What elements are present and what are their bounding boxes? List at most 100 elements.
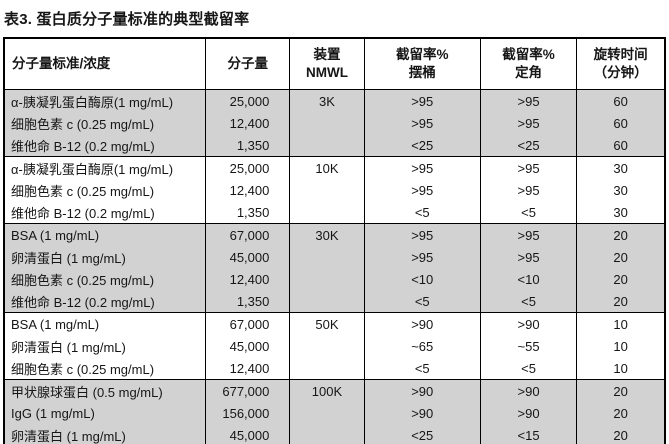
swing-bucket-retention-cell: >95 <box>363 156 481 179</box>
fixed-angle-retention-cell: <5 <box>479 357 577 380</box>
fixed-angle-retention-cell: >95 <box>479 89 577 112</box>
swing-bucket-retention-cell: <10 <box>363 268 481 290</box>
nmwl-cell: 3K <box>289 89 365 112</box>
retention-rate-table: 分子量标准/浓度 分子量 装置 NMWL 截留率% 摆桶 截留率% 定角 <box>3 37 666 444</box>
swing-bucket-retention-cell: <25 <box>363 424 481 444</box>
standard-cell: 卵清蛋白 (1 mg/mL) <box>11 339 126 355</box>
standard-cell: 卵清蛋白 (1 mg/mL) <box>4 246 206 268</box>
col-header-molecular-weight: 分子量 <box>205 38 290 90</box>
standard-cell: 维他命 B-12 (0.2 mg/mL) <box>4 290 206 313</box>
molecular-weight-cell: 1,350 <box>205 201 290 224</box>
molecular-weight-cell: 1,350 <box>205 134 290 157</box>
spin-time-cell: 10 <box>576 335 665 357</box>
fixed-angle-retention-cell: <25 <box>479 134 577 157</box>
fixed-angle-retention-cell: <10 <box>479 268 577 290</box>
molecular-weight-cell: 67,000 <box>205 312 290 335</box>
swing-bucket-retention-cell: >95 <box>363 179 481 201</box>
swing-bucket-retention-cell: >95 <box>363 223 481 246</box>
standard-cell: BSA (1 mg/mL) <box>4 223 206 246</box>
table-row: 维他命 B-12 (0.2 mg/mL) 1,350 <5 <5 20 <box>4 290 665 313</box>
table-row: BSA (1 mg/mL) 67,000 30K >95 >95 20 <box>4 223 665 246</box>
col-header-retention-swinging-bucket: 截留率% 摆桶 <box>363 38 481 90</box>
fixed-angle-retention-cell: >90 <box>479 402 577 424</box>
fixed-angle-retention-cell: >95 <box>479 156 577 179</box>
standard-cell: BSA (1 mg/mL) <box>4 312 206 335</box>
swing-bucket-retention-cell: >90 <box>363 379 481 402</box>
swing-bucket-retention-cell: >90 <box>363 312 481 335</box>
swing-bucket-retention-cell: <25 <box>363 134 481 157</box>
spin-time-cell: 20 <box>576 402 665 424</box>
standard-cell: 细胞色素 c (0.25 mg/mL) <box>4 112 206 134</box>
table-row: 细胞色素 c (0.25 mg/mL) 12,400 >95 >95 60 <box>4 112 665 134</box>
spin-time-cell: 10 <box>576 312 665 335</box>
col-header-retention-fixed-angle: 截留率% 定角 <box>479 38 577 90</box>
molecular-weight-cell: 12,400 <box>205 179 290 201</box>
table-row: BSA (1 mg/mL) 67,000 50K >90 >90 10 <box>4 312 665 335</box>
table-row: 细胞色素 c (0.25 mg/mL) 12,400 >95 >95 30 <box>4 179 665 201</box>
molecular-weight-cell: 45,000 <box>205 335 290 357</box>
standard-cell: 细胞色素 c (0.25 mg/mL) <box>4 268 206 290</box>
spin-time-cell: 20 <box>576 424 665 444</box>
standard-cell: 细胞色素 c (0.25 mg/mL) <box>11 361 155 377</box>
nmwl-cell <box>289 134 365 157</box>
table-row: α-胰凝乳蛋白酶原(1 mg/mL) 25,000 10K >95 >95 30 <box>4 156 665 179</box>
nmwl-cell <box>289 179 365 201</box>
standard-cell: 细胞色素 c (0.25 mg/mL) <box>11 183 155 199</box>
standard-cell: 甲状腺球蛋白 (0.5 mg/mL) <box>4 379 206 402</box>
nmwl-cell <box>289 112 365 134</box>
fixed-angle-retention-cell: >90 <box>479 312 577 335</box>
standard-cell: 维他命 B-12 (0.2 mg/mL) <box>4 134 206 157</box>
fixed-angle-retention-cell: <5 <box>479 201 577 224</box>
table-row: 卵清蛋白 (1 mg/mL) 45,000 ~65 ~55 10 <box>4 335 665 357</box>
swing-bucket-retention-cell: <5 <box>363 290 481 313</box>
spin-time-cell: 30 <box>576 156 665 179</box>
fixed-angle-retention-cell: >95 <box>479 179 577 201</box>
swing-bucket-retention-cell: <5 <box>363 357 481 380</box>
nmwl-cell <box>289 246 365 268</box>
nmwl-cell <box>289 357 365 380</box>
header-row: 分子量标准/浓度 分子量 装置 NMWL 截留率% 摆桶 截留率% 定角 <box>4 38 665 90</box>
col-header-spin-time: 旋转时间 （分钟） <box>576 38 665 90</box>
molecular-weight-cell: 45,000 <box>205 246 290 268</box>
standard-cell: IgG (1 mg/mL) <box>4 402 206 424</box>
col-header-device-nmwl: 装置 NMWL <box>289 38 365 90</box>
nmwl-cell <box>289 201 365 224</box>
nmwl-cell <box>289 335 365 357</box>
nmwl-cell <box>289 268 365 290</box>
nmwl-cell <box>289 402 365 424</box>
table-title: 表3. 蛋白质分子量标准的典型截留率 <box>4 11 250 28</box>
table-row: IgG (1 mg/mL) 156,000 >90 >90 20 <box>4 402 665 424</box>
table-row: 甲状腺球蛋白 (0.5 mg/mL) 677,000 100K >90 >90 20 <box>4 379 665 402</box>
nmwl-cell: 30K <box>289 223 365 246</box>
table-row: 卵清蛋白 (1 mg/mL) 45,000 <25 <15 20 <box>4 424 665 444</box>
standard-cell: 维他命 B-12 (0.2 mg/mL) <box>11 205 155 221</box>
swing-bucket-retention-cell: <5 <box>363 201 481 224</box>
nmwl-cell <box>289 290 365 313</box>
nmwl-cell: 50K <box>289 312 365 335</box>
fixed-angle-retention-cell: >95 <box>479 223 577 246</box>
molecular-weight-cell: 45,000 <box>205 424 290 444</box>
molecular-weight-cell: 67,000 <box>205 223 290 246</box>
standard-cell: 卵清蛋白 (1 mg/mL) <box>4 424 206 444</box>
table-row: α-胰凝乳蛋白酶原(1 mg/mL) 25,000 3K >95 >95 60 <box>4 89 665 112</box>
molecular-weight-cell: 12,400 <box>205 112 290 134</box>
table-row: 维他命 B-12 (0.2 mg/mL) 1,350 <25 <25 60 <box>4 134 665 157</box>
spin-time-cell: 60 <box>576 89 665 112</box>
molecular-weight-cell: 25,000 <box>205 89 290 112</box>
spin-time-cell: 20 <box>576 379 665 402</box>
nmwl-cell: 10K <box>289 156 365 179</box>
spin-time-cell: 60 <box>576 134 665 157</box>
swing-bucket-retention-cell: >95 <box>363 112 481 134</box>
molecular-weight-cell: 12,400 <box>205 268 290 290</box>
fixed-angle-retention-cell: >90 <box>479 379 577 402</box>
spin-time-cell: 20 <box>576 268 665 290</box>
molecular-weight-cell: 156,000 <box>205 402 290 424</box>
swing-bucket-retention-cell: >95 <box>363 246 481 268</box>
fixed-angle-retention-cell: >95 <box>479 246 577 268</box>
spin-time-cell: 30 <box>576 201 665 224</box>
spin-time-cell: 10 <box>576 357 665 380</box>
spin-time-cell: 30 <box>576 179 665 201</box>
nmwl-cell <box>289 424 365 444</box>
table-row: 卵清蛋白 (1 mg/mL) 45,000 >95 >95 20 <box>4 246 665 268</box>
